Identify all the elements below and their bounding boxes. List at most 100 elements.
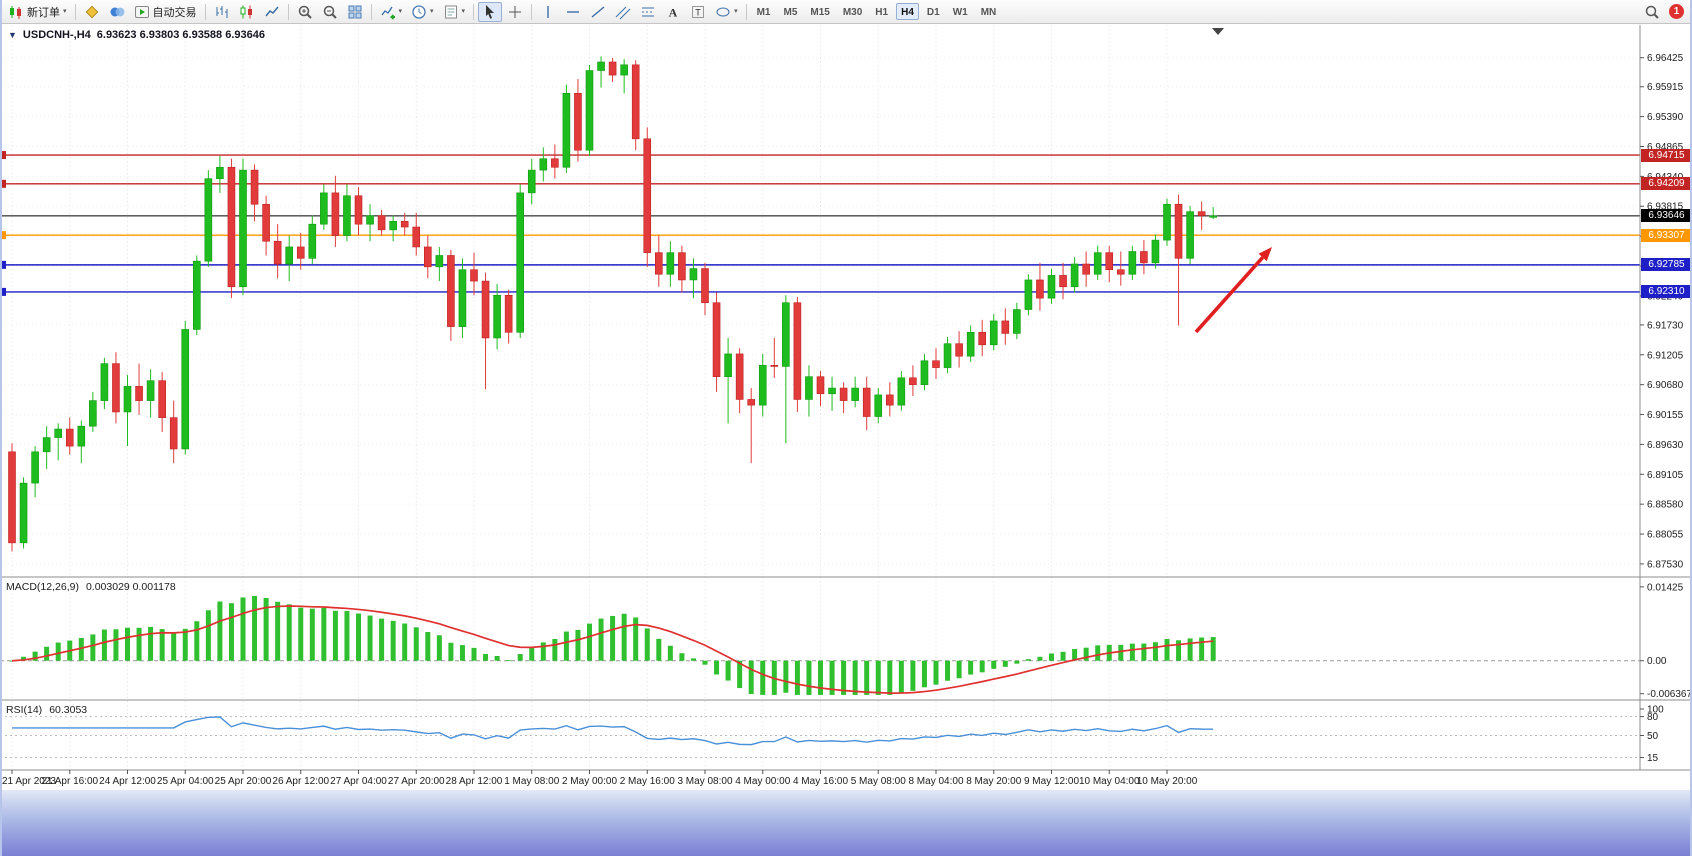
timeframe-h4-button[interactable]: H4 [896,3,919,20]
vertical-line-button[interactable] [536,2,560,22]
candle-body [1117,269,1125,275]
horizontal-line-button[interactable] [561,2,585,22]
price-axis-label: 6.94865 [1647,142,1684,153]
timeframe-m15-button[interactable]: M15 [810,7,830,18]
macd-histogram-bar [182,628,188,661]
time-axis-label: 8 May 20:00 [966,776,1021,787]
macd-histogram-bar [356,613,361,661]
hline-icon [565,4,581,20]
bar-chart-button[interactable] [210,2,234,22]
zoom-out-icon [322,4,338,20]
chevron-down-icon: ▾ [398,8,403,15]
label-button[interactable]: T [686,2,710,22]
metaeditor-button[interactable] [80,2,104,22]
price-axis-label: 6.92765 [1647,262,1684,273]
timeframe-mn-button[interactable]: MN [980,7,997,18]
candle-body [712,302,721,377]
time-axis-label: 25 Apr 04:00 [157,776,214,787]
autotrading-button[interactable]: 自动交易 [130,2,201,22]
zoom-out-button[interactable] [318,2,342,22]
candle-body [77,425,86,447]
text-button[interactable]: A [661,2,685,22]
candle-body [42,437,51,453]
candlestick-chart-button[interactable] [235,2,259,22]
macd-histogram-bar [113,629,119,661]
line-chart-button[interactable] [260,2,284,22]
new-order-button[interactable]: 新订单 ▾ [4,2,71,22]
data-window-button[interactable] [105,2,129,22]
trend-arrow-line[interactable] [1194,256,1265,334]
macd-histogram-bar [563,631,569,661]
candle-body [158,380,166,418]
time-axis-label: 9 May 12:00 [1024,776,1079,787]
candle-body [135,386,143,401]
notification-badge[interactable]: 1 [1669,4,1684,19]
macd-histogram-bar [21,656,27,661]
macd-histogram-bar [1072,649,1078,661]
timeframe-m30-button[interactable]: M30 [842,7,863,18]
fibonacci-button[interactable] [636,2,660,22]
toolbar-separator [204,3,206,20]
macd-histogram-bar [633,617,639,661]
macd-histogram-bar [379,618,385,661]
chart-symbol-label: USDCNH-,H4 [22,29,91,41]
macd-histogram-bar [344,610,350,661]
shapes-button[interactable]: ▾ [711,2,742,22]
candle-body [654,252,663,275]
chart-menu-icon[interactable]: ▼ [8,30,17,40]
candle-body [539,158,548,171]
macd-histogram-bar [402,623,408,661]
indicators-button[interactable]: ▾ [376,2,407,22]
toolbar: 新订单 ▾ 自动交易 ▾ ▾ ▾ A T ▾ M1 M5 M15 M30 H1 H4 D1 W1 MN 1 [0,0,1692,24]
candle-body [862,387,871,417]
candle-body [193,260,201,330]
macd-histogram-bar [921,660,927,688]
candle-body [1140,251,1148,264]
candle-body [504,295,513,333]
candle-body [631,64,640,140]
macd-histogram-bar [205,610,211,661]
candle-body [400,221,409,228]
chart-canvas[interactable]: 6.96425 6.95915 6.95390 6.94865 6.94340 6.938… [0,25,1692,790]
search-button[interactable] [1640,2,1664,22]
tile-windows-button[interactable] [343,2,367,22]
zoom-in-button[interactable] [293,2,317,22]
templates-button[interactable]: ▾ [439,2,470,22]
macd-histogram-bar [783,660,789,693]
trend-arrow-head[interactable] [1258,247,1272,262]
macd-histogram-bar [367,615,373,661]
channel-button[interactable] [611,2,635,22]
price-axis-label: 6.95390 [1647,112,1684,123]
macd-histogram-bar [1152,642,1158,661]
crosshair-button[interactable] [503,2,527,22]
rsi-header: RSI(14) 60.3053 [6,704,87,716]
macd-histogram-bar [737,660,743,689]
candle-body [250,169,259,205]
chart-title: ▼ USDCNH-,H4 6.93623 6.93803 6.93588 6.9… [8,29,265,41]
timeframe-h1-button[interactable]: H1 [875,7,889,18]
trendline-button[interactable] [586,2,610,22]
cursor-icon [482,4,498,20]
candle-body [1070,263,1079,288]
candle-body [331,192,340,236]
chart-shift-marker-icon[interactable] [1212,28,1224,35]
timeframe-w1-button[interactable]: W1 [952,7,968,18]
macd-histogram-bar [829,660,835,695]
cursor-button[interactable] [478,1,503,22]
candle-body [377,215,386,231]
timeframe-m1-button[interactable]: M1 [756,7,771,18]
time-axis-label: 10 May 20:00 [1137,776,1198,787]
timeframe-m5-button[interactable]: M5 [783,7,798,18]
tile-icon [347,4,363,20]
macd-histogram-bar [529,647,535,661]
candle-body [447,255,455,327]
macd-histogram-bar [136,627,142,661]
data-window-icon [109,4,125,20]
template-icon [443,4,459,20]
candle-body [989,320,998,346]
timeframe-d1-button[interactable]: D1 [926,7,940,18]
periods-button[interactable]: ▾ [407,2,438,22]
shapes-icon [715,4,731,20]
candle-body [701,268,709,304]
candle-body [816,376,825,395]
